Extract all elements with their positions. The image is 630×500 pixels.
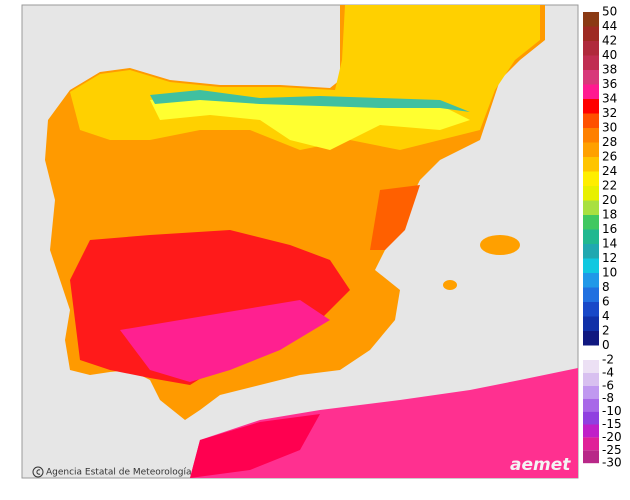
legend-swatch [583,70,599,85]
legend-label: -2 [602,353,614,367]
map [21,4,579,479]
pyrenees [150,90,470,112]
legend-label: 26 [602,150,617,164]
legend-label: 12 [602,251,617,265]
legend-swatch [583,287,599,302]
legend-label: 10 [602,266,617,280]
legend-label: 28 [602,135,617,149]
legend-swatch [583,26,599,41]
legend-label: -30 [602,456,622,470]
legend-label: 30 [602,121,617,135]
legend-label: -25 [602,443,622,457]
legend-label: -6 [602,378,614,392]
legend-label: 14 [602,237,617,251]
mallorca [480,235,520,255]
legend-label: 42 [602,34,617,48]
legend-label: 34 [602,92,617,106]
legend-swatch [583,273,599,288]
legend-swatch [583,302,599,317]
legend-swatch [583,360,599,373]
africa-hot [190,414,320,478]
legend-swatch [583,186,599,201]
legend-swatch [583,215,599,230]
yellow-north [150,95,470,150]
legend-label: -10 [602,404,622,418]
legend-label: 32 [602,106,617,120]
legend-swatch [583,128,599,143]
legend-swatch [583,157,599,172]
legend-label: 38 [602,63,617,77]
legend-swatch [583,229,599,244]
legend-label: 24 [602,164,617,178]
legend-swatch [583,372,599,386]
east-coast [370,185,420,250]
legend-label: 2 [602,324,610,338]
legend-swatch [583,84,599,99]
legend-label: 16 [602,222,617,236]
agency-name: Agencia Estatal de Meteorología [46,468,192,478]
legend-swatch [583,316,599,331]
legend-swatch [583,411,599,425]
legend-swatch [583,437,599,451]
legend-swatch [583,385,599,399]
legend-swatch [583,113,599,128]
legend-swatch [583,450,599,464]
legend-label: -20 [602,430,622,444]
legend-label: 8 [602,280,610,294]
legend-label: 6 [602,295,610,309]
legend-swatch [583,41,599,56]
legend-label: -4 [602,365,614,379]
legend-swatch [583,331,599,346]
very-hot [120,300,330,382]
logo: aemet [510,455,571,475]
legend-label: 4 [602,309,610,323]
legend-swatch [583,424,599,438]
legend-swatch [583,55,599,70]
legend-swatch [583,398,599,412]
copyright-icon [32,466,44,478]
legend-label: 18 [602,208,617,222]
legend-label: 0 [602,338,610,352]
legend-swatch [583,244,599,259]
legend-label: 36 [602,77,617,91]
ibiza [443,280,457,290]
legend-swatch [583,142,599,157]
legend-label: -15 [602,417,622,431]
legend-label: 50 [602,5,617,19]
legend-label: -8 [602,391,614,405]
legend-label: 22 [602,179,617,193]
legend-swatch [583,171,599,186]
legend: 5044424038363432302826242220181614121086… [583,5,622,470]
legend-swatch [583,258,599,273]
legend-label: 20 [602,193,617,207]
legend-swatch [583,12,599,27]
legend-swatch [583,99,599,114]
legend-label: 44 [602,19,617,33]
legend-label: 40 [602,48,617,62]
legend-swatch [583,200,599,215]
